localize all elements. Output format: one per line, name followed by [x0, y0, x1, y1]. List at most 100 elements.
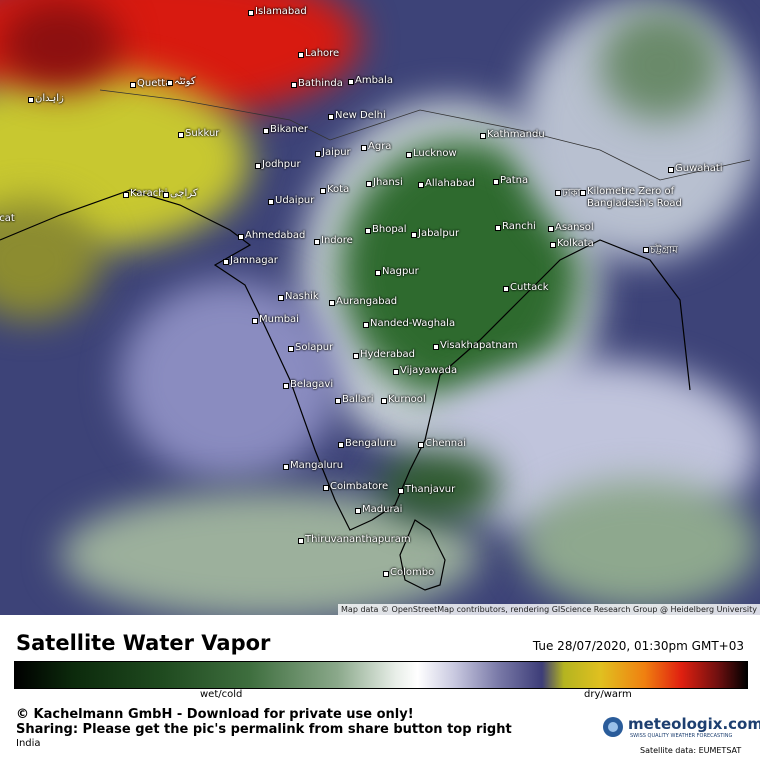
city-label: Jhansi: [373, 177, 403, 188]
city-marker: [643, 247, 649, 253]
city-label: Aurangabad: [336, 296, 398, 307]
city-label: Ranchi: [502, 221, 536, 232]
city-marker: [268, 199, 274, 205]
city-marker: [366, 181, 372, 187]
city-label: Nagpur: [382, 266, 419, 277]
city-label: Jabalpur: [418, 228, 460, 239]
city-marker: [550, 242, 556, 248]
city-label: Hyderabad: [360, 349, 415, 360]
city-marker: [503, 286, 509, 292]
city-marker: [361, 145, 367, 151]
legend-left: wet/cold: [200, 689, 243, 700]
city-label: Indore: [321, 235, 353, 246]
city-marker: [418, 182, 424, 188]
sharing: Sharing: Please get the pic's permalink …: [16, 722, 512, 737]
city-label: Solapur: [295, 342, 334, 353]
city-label: Mumbai: [259, 314, 299, 325]
color-scale: [14, 661, 748, 689]
city-marker: [335, 398, 341, 404]
city-label: Jodhpur: [262, 159, 301, 170]
city-marker: [223, 259, 229, 265]
cloud: [0, 0, 120, 90]
city-marker: [363, 322, 369, 328]
brand: meteologix.com: [628, 715, 760, 733]
city-label: Quetta: [137, 78, 172, 89]
city-label: Bengaluru: [345, 438, 397, 449]
city-marker: [375, 270, 381, 276]
city-label: کراچی: [170, 188, 198, 199]
city-label: Cuttack: [510, 282, 549, 293]
city-marker: [548, 226, 554, 232]
city-marker: [28, 97, 34, 103]
city-marker: [493, 179, 499, 185]
city-marker: [298, 538, 304, 544]
city-label: Islamabad: [255, 6, 307, 17]
cloud: [600, 10, 720, 120]
city-marker: [315, 151, 321, 157]
city-marker: [255, 163, 261, 169]
city-label: Colombo: [390, 567, 435, 578]
city-marker: [252, 318, 258, 324]
city-label: Allahabad: [425, 178, 475, 189]
city-label: Ahmedabad: [245, 230, 306, 241]
city-label: Belagavi: [290, 379, 334, 390]
cloud: [520, 480, 760, 610]
city-label: Madurai: [362, 504, 403, 515]
datetime: Tue 28/07/2020, 01:30pm GMT+03: [532, 639, 744, 653]
city-label: Jamnagar: [230, 255, 278, 266]
city-marker: [248, 10, 254, 16]
city-label: زاہدان: [35, 93, 64, 104]
title: Satellite Water Vapor: [16, 631, 271, 655]
city-marker: [283, 383, 289, 389]
brand-tagline: SWISS QUALITY WEATHER FORECASTING: [630, 733, 733, 739]
city-marker: [406, 152, 412, 158]
region: India: [16, 738, 41, 749]
city-marker: [163, 192, 169, 198]
city-marker: [353, 353, 359, 359]
satellite-map: Islamabad Lahore Quetta کوئٹہ زاہدان Bathinda…: [0, 0, 760, 615]
city-marker: [320, 188, 326, 194]
city-marker: [130, 82, 136, 88]
attribution: Map data © OpenStreetMap contributors, r…: [338, 604, 760, 615]
city-label: Nashik: [285, 291, 319, 302]
city-marker: [383, 571, 389, 577]
city-marker: [338, 442, 344, 448]
city-marker: [365, 228, 371, 234]
city-label: Jaipur: [322, 147, 351, 158]
city-marker: [348, 79, 354, 85]
city-label: Bhopal: [372, 224, 407, 235]
city-label: Ambala: [355, 75, 393, 86]
city-label: Patna: [500, 175, 529, 186]
city-label: Thiruvananthapuram: [305, 534, 411, 545]
city-label: Asansol: [555, 222, 594, 233]
cloud: [380, 450, 500, 520]
city-marker: [355, 508, 361, 514]
city-label: Karachi: [130, 188, 168, 199]
city-label: Bikaner: [270, 124, 308, 135]
city-marker: [314, 239, 320, 245]
city-marker: [381, 398, 387, 404]
city-marker: [291, 82, 297, 88]
city-marker: [418, 442, 424, 448]
brand-logo: [603, 717, 623, 737]
city-marker: [288, 346, 294, 352]
coastlines: [0, 89, 751, 591]
city-label: Sukkur: [185, 128, 220, 139]
city-label: Ballari: [342, 394, 374, 405]
city-label: Thanjavur: [405, 484, 456, 495]
city-label: Kota: [327, 184, 350, 195]
city-label: Mangaluru: [290, 460, 344, 471]
city-label: Kurnool: [388, 394, 426, 405]
city-label: Visakhapatnam: [440, 340, 518, 351]
city-marker: [580, 190, 586, 196]
city-label: scat: [0, 213, 15, 224]
city-label: Kathmandu: [487, 129, 545, 140]
city-marker: [411, 232, 417, 238]
city-marker: [328, 114, 334, 120]
city-marker: [393, 369, 399, 375]
city-label: Nanded-Waghala: [370, 318, 456, 329]
city-label: Lahore: [305, 48, 340, 59]
city-marker: [238, 234, 244, 240]
copyright: © Kachelmann GmbH - Download for private…: [16, 707, 414, 722]
city-label: Udaipur: [275, 195, 315, 206]
